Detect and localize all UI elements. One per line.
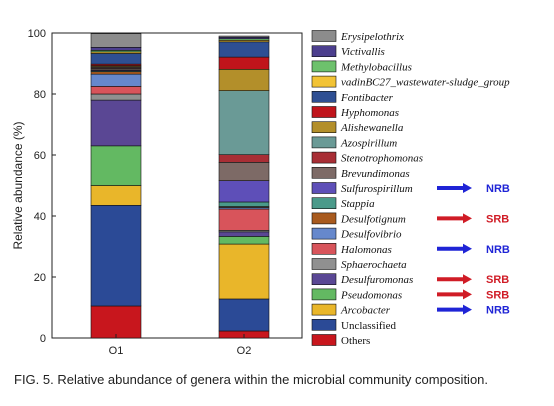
legend-label-halomonas: Halomonas (340, 244, 392, 256)
legend-label-others: Others (341, 335, 370, 347)
annotation-label-srb: SRB (486, 213, 509, 225)
legend-swatch-methylobacillus (311, 60, 337, 73)
annotation-arrow-head (463, 213, 472, 224)
legend-label-brevundimonas: Brevundimonas (341, 168, 410, 180)
annotation-arrow-head (463, 274, 472, 285)
legend-swatch-sulfurospirillum (311, 182, 337, 194)
legend-swatch-sphaerochaeta (311, 258, 337, 270)
legend-label-pseudomonas: Pseudomonas (340, 289, 402, 301)
legend-swatch-halomonas (311, 243, 337, 255)
legend-label-vadinbc27-wastewater-sludge-group: vadinBC27_wastewater-sludge_group (341, 77, 510, 89)
annotation-arrow-head (463, 243, 472, 254)
legend-label-desulfovibrio: Desulfovibrio (340, 229, 402, 241)
legend-swatch-pseudomonas (311, 288, 337, 301)
y-tick-label: 60 (34, 150, 46, 162)
legend-label-victivallis: Victivallis (341, 46, 385, 58)
bar-o1-others (90, 305, 142, 339)
legend-swatch-victivallis (311, 45, 337, 58)
x-tick-label: O1 (109, 345, 124, 357)
legend-label-sulfurospirillum: Sulfurospirillum (341, 183, 413, 195)
bar-o2-unclassified (218, 298, 270, 332)
bar-o1-desulfuromonas (90, 99, 142, 147)
bar-o2-alishewanella (218, 68, 270, 91)
annotation-arrow-head (463, 289, 472, 300)
y-tick-label: 40 (34, 211, 46, 223)
legend-swatch-unclassified (311, 318, 337, 331)
legend-swatch-brevundimonas (311, 167, 337, 179)
bar-o1-desulfovibrio (90, 73, 142, 87)
bar-o1-arcobacter (90, 185, 142, 206)
bar-o1-pseudomonas (90, 145, 142, 186)
legend-label-unclassified: Unclassified (341, 320, 396, 332)
bar-o1-fontibacter (90, 53, 142, 65)
legend-swatch-erysipelothrix (311, 30, 337, 42)
y-axis-label: Relative abundance (%) (11, 121, 25, 249)
bar-o2-sulfurospirillum (218, 180, 270, 203)
annotation-arrow-head (463, 304, 472, 315)
legend-label-erysipelothrix: Erysipelothrix (340, 31, 404, 43)
bar-o1-halomonas (90, 86, 142, 95)
legend-swatch-arcobacter (311, 303, 337, 316)
bar-o2-azospirillum (218, 90, 270, 155)
bar-o2-erysipelothrix (218, 35, 270, 38)
y-tick-label: 100 (28, 28, 46, 40)
bar-o1-desulfotignum (90, 71, 142, 75)
figure-caption: FIG. 5. Relative abundance of genera wit… (14, 372, 489, 387)
bar-o2-arcobacter (218, 243, 270, 300)
bar-o2-halomonas (218, 208, 270, 231)
annotation-arrow-head (463, 183, 472, 193)
legend-swatch-vadinbc27-wastewater-sludge-group (311, 75, 337, 88)
legend-label-stappia: Stappia (341, 198, 375, 210)
bar-o1-sphaerochaeta (90, 93, 142, 101)
legend-label-hyphomonas: Hyphomonas (340, 107, 399, 119)
bar-o1-unclassified (90, 205, 142, 307)
legend-label-arcobacter: Arcobacter (340, 305, 391, 317)
annotation-label-nrb: NRB (486, 305, 510, 317)
bar-o1-victivallis (90, 47, 142, 51)
legend-swatch-alishewanella (311, 121, 337, 133)
annotation-label-nrb: NRB (486, 183, 510, 195)
bar-o2-stenotrophomonas (218, 154, 270, 163)
plot-frame (51, 32, 303, 339)
legend-label-fontibacter: Fontibacter (340, 92, 394, 104)
legend-label-alishewanella: Alishewanella (340, 122, 404, 134)
legend-swatch-hyphomonas (311, 106, 337, 118)
bar-o2-pseudomonas (218, 236, 270, 245)
annotation-label-nrb: NRB (486, 244, 510, 256)
y-tick-label: 80 (34, 89, 46, 101)
legend-label-sphaerochaeta: Sphaerochaeta (341, 259, 407, 271)
bar-o2-desulfuromonas (218, 231, 270, 237)
legend-swatch-stappia (311, 197, 337, 209)
legend-label-desulfotignum: Desulfotignum (340, 213, 406, 225)
stacked-bar-chart: 0 20 40 60 80 100 Relative abundance (%) O1 O2 Er… (11, 28, 510, 357)
annotation-label-srb: SRB (486, 289, 509, 301)
legend-label-stenotrophomonas: Stenotrophomonas (341, 153, 423, 165)
legend-swatch-stenotrophomonas (311, 151, 337, 164)
bar-o1-erysipelothrix (90, 33, 142, 48)
legend-swatch-fontibacter (311, 91, 337, 103)
legend-swatch-desulfotignum (311, 212, 337, 225)
y-tick-label: 20 (34, 272, 46, 284)
legend-swatch-azospirillum (311, 136, 337, 149)
y-tick-label: 0 (40, 333, 46, 345)
x-tick-label: O2 (237, 345, 252, 357)
annotation-label-srb: SRB (486, 274, 509, 286)
legend-swatch-others (311, 334, 337, 346)
bar-o2-stappia (218, 201, 270, 207)
bar-o2-brevundimonas (218, 162, 270, 181)
bar-o2-fontibacter (218, 41, 270, 58)
legend-swatch-desulfovibrio (311, 227, 337, 240)
legend-label-azospirillum: Azospirillum (340, 137, 397, 149)
legend-label-desulfuromonas: Desulfuromonas (340, 274, 413, 286)
legend-label-methylobacillus: Methylobacillus (340, 61, 412, 73)
bar-o2-hyphomonas (218, 56, 270, 70)
legend-swatch-desulfuromonas (311, 273, 337, 286)
